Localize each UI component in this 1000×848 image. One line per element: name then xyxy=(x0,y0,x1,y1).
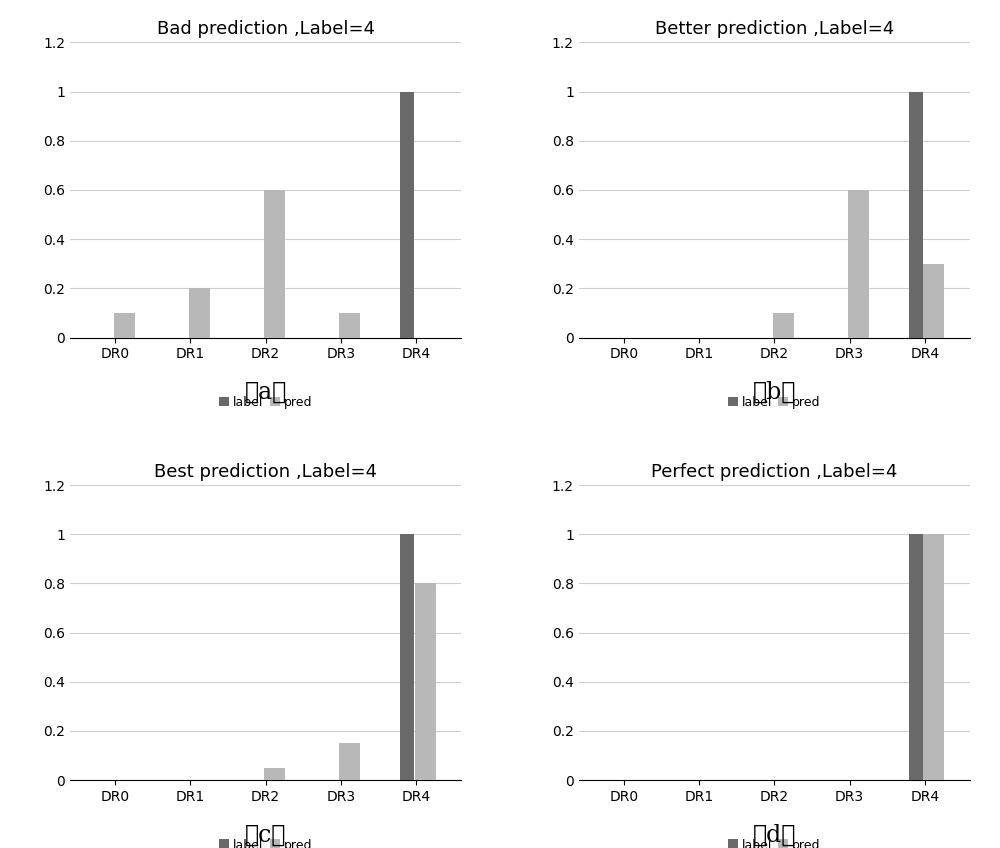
Legend: label, pred: label, pred xyxy=(214,834,317,848)
Bar xyxy=(909,534,923,780)
Text: （d）: （d） xyxy=(753,823,796,847)
Title: Better prediction ,Label=4: Better prediction ,Label=4 xyxy=(655,20,894,38)
Text: （a）: （a） xyxy=(245,381,287,404)
Bar xyxy=(114,313,135,338)
Bar xyxy=(923,534,944,780)
Title: Best prediction ,Label=4: Best prediction ,Label=4 xyxy=(154,463,377,481)
Legend: label, pred: label, pred xyxy=(723,391,826,414)
Legend: label, pred: label, pred xyxy=(214,391,317,414)
Bar xyxy=(264,768,285,780)
Title: Bad prediction ,Label=4: Bad prediction ,Label=4 xyxy=(157,20,375,38)
Bar xyxy=(400,92,414,338)
Bar xyxy=(415,583,436,780)
Bar xyxy=(848,190,869,338)
Text: （b）: （b） xyxy=(753,381,796,404)
Bar xyxy=(400,534,414,780)
Bar xyxy=(264,190,285,338)
Title: Perfect prediction ,Label=4: Perfect prediction ,Label=4 xyxy=(651,463,898,481)
Bar xyxy=(339,743,360,780)
Text: （c）: （c） xyxy=(245,823,286,847)
Bar xyxy=(189,288,210,338)
Bar xyxy=(339,313,360,338)
Bar xyxy=(923,264,944,338)
Bar xyxy=(773,313,794,338)
Legend: label, pred: label, pred xyxy=(723,834,826,848)
Bar xyxy=(909,92,923,338)
